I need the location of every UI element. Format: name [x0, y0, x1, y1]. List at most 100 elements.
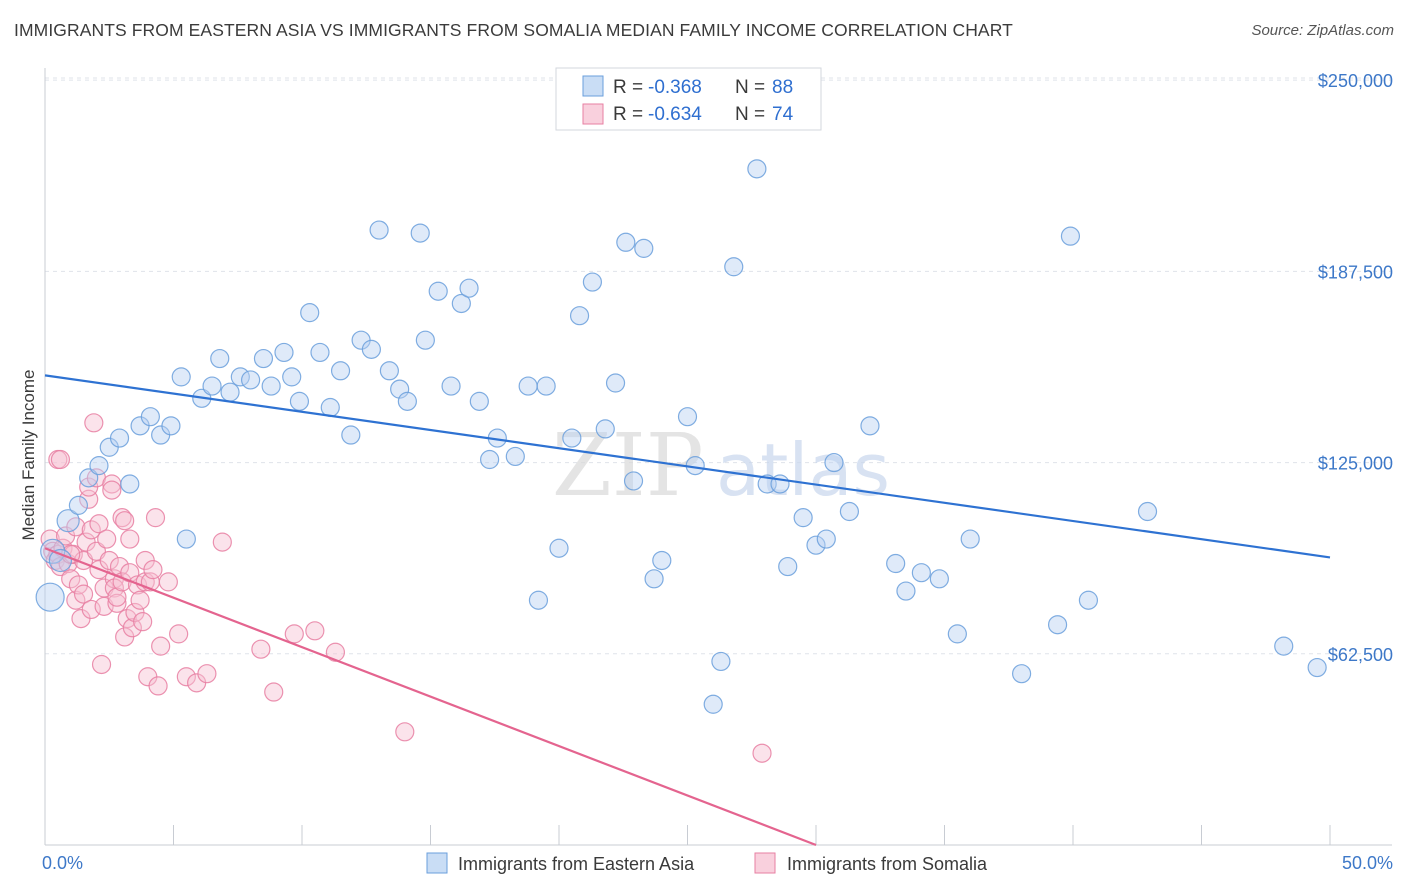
- data-point-somalia: [143, 560, 163, 580]
- data-point-eastern-asia: [459, 278, 479, 298]
- data-point-eastern-asia: [605, 373, 626, 393]
- bottom-legend-label: Immigrants from Somalia: [787, 854, 988, 874]
- data-point-somalia: [212, 532, 232, 552]
- data-point-eastern-asia: [35, 582, 65, 612]
- grid-layer: [45, 77, 1392, 655]
- y-axis-title: Median Family Income: [19, 369, 38, 540]
- source-credit: Source: ZipAtlas.com: [1251, 22, 1394, 39]
- data-point-eastern-asia: [451, 293, 471, 314]
- data-point-eastern-asia: [140, 407, 160, 427]
- data-point-somalia: [112, 508, 132, 528]
- data-point-eastern-asia: [947, 624, 967, 644]
- data-point-eastern-asia: [330, 361, 351, 381]
- data-point-somalia: [133, 612, 153, 632]
- data-point-eastern-asia: [1307, 657, 1327, 678]
- data-point-eastern-asia: [428, 281, 448, 301]
- data-point-somalia: [305, 621, 325, 641]
- data-point-eastern-asia: [289, 391, 310, 411]
- y-tick-label: $187,500: [1318, 262, 1393, 282]
- data-point-eastern-asia: [816, 529, 836, 549]
- data-point-eastern-asia: [220, 382, 240, 402]
- data-point-eastern-asia: [562, 428, 582, 448]
- data-point-eastern-asia: [176, 529, 196, 549]
- points-layer: [35, 159, 1327, 763]
- data-point-somalia: [81, 520, 101, 540]
- data-point-eastern-asia: [528, 590, 549, 610]
- bottom-legend-label: Immigrants from Eastern Asia: [458, 854, 695, 874]
- data-point-eastern-asia: [569, 306, 590, 326]
- data-point-eastern-asia: [310, 342, 330, 363]
- data-point-eastern-asia: [469, 391, 489, 411]
- legend-r-label: R =: [613, 104, 643, 125]
- data-point-eastern-asia: [210, 348, 230, 369]
- data-point-eastern-asia: [634, 238, 654, 258]
- watermark: ZIP atlas: [552, 416, 890, 516]
- data-point-eastern-asia: [582, 272, 603, 292]
- data-point-eastern-asia: [1047, 615, 1068, 635]
- data-point-somalia: [102, 480, 122, 500]
- data-point-somalia: [73, 584, 94, 604]
- legend-n-value: 88: [772, 77, 793, 98]
- top-legend: R = -0.368 N = 88 R = -0.634 N = 74: [555, 67, 822, 131]
- data-point-eastern-asia: [652, 550, 672, 571]
- data-point-somalia: [251, 639, 271, 659]
- bottom-legend-swatch-pink: [754, 852, 776, 874]
- data-point-somalia: [264, 682, 284, 702]
- data-point-somalia: [99, 550, 119, 571]
- data-point-eastern-asia: [1137, 501, 1158, 522]
- data-point-eastern-asia: [261, 376, 281, 396]
- bottom-legend-swatch-blue: [426, 852, 448, 874]
- data-point-somalia: [117, 608, 137, 629]
- data-point-eastern-asia: [518, 376, 538, 396]
- data-point-eastern-asia: [778, 556, 798, 577]
- data-point-somalia: [148, 676, 168, 696]
- x-tick-label: 0.0%: [42, 853, 83, 873]
- y-tick-label: $62,500: [1328, 645, 1393, 665]
- legend-n-value: 74: [772, 104, 794, 125]
- legend-r-value: -0.634: [648, 104, 702, 125]
- data-point-somalia: [109, 556, 130, 577]
- data-point-eastern-asia: [56, 509, 80, 533]
- data-point-somalia: [197, 664, 217, 684]
- data-point-somalia: [122, 618, 142, 638]
- data-point-somalia: [752, 743, 772, 763]
- trend-line-eastern-asia: [44, 374, 1331, 559]
- data-point-somalia: [50, 449, 71, 470]
- data-point-eastern-asia: [369, 220, 389, 240]
- data-point-eastern-asia: [361, 339, 381, 359]
- data-point-eastern-asia: [549, 538, 569, 558]
- data-point-eastern-asia: [68, 495, 89, 515]
- data-point-eastern-asia: [793, 508, 813, 528]
- data-point-eastern-asia: [824, 452, 844, 473]
- data-point-eastern-asia: [79, 468, 99, 488]
- data-point-eastern-asia: [202, 376, 222, 396]
- legend-swatch-blue: [582, 75, 604, 97]
- data-point-eastern-asia: [1060, 226, 1081, 246]
- watermark-atlas: atlas: [716, 428, 890, 512]
- y-tick-label: $125,000: [1318, 454, 1393, 474]
- data-point-eastern-asia: [410, 223, 430, 243]
- data-point-eastern-asia: [89, 456, 109, 476]
- data-point-eastern-asia: [711, 651, 731, 672]
- data-point-somalia: [130, 590, 150, 610]
- data-point-eastern-asia: [960, 529, 980, 549]
- data-point-eastern-asia: [896, 581, 916, 601]
- data-point-eastern-asia: [379, 361, 399, 381]
- data-point-somalia: [68, 575, 89, 595]
- data-point-eastern-asia: [397, 391, 417, 411]
- trend-layer: [44, 374, 1331, 847]
- data-point-eastern-asia: [929, 569, 949, 589]
- data-point-eastern-asia: [536, 376, 556, 396]
- data-point-eastern-asia: [747, 159, 767, 179]
- data-point-somalia: [176, 667, 196, 687]
- data-point-somalia: [84, 413, 104, 433]
- data-point-somalia: [61, 569, 81, 589]
- data-point-eastern-asia: [886, 553, 906, 574]
- data-point-eastern-asia: [341, 425, 361, 445]
- data-point-eastern-asia: [171, 367, 191, 387]
- data-point-somalia: [158, 572, 178, 592]
- data-point-eastern-asia: [1274, 636, 1294, 656]
- data-point-eastern-asia: [480, 449, 500, 470]
- data-point-eastern-asia: [253, 348, 274, 369]
